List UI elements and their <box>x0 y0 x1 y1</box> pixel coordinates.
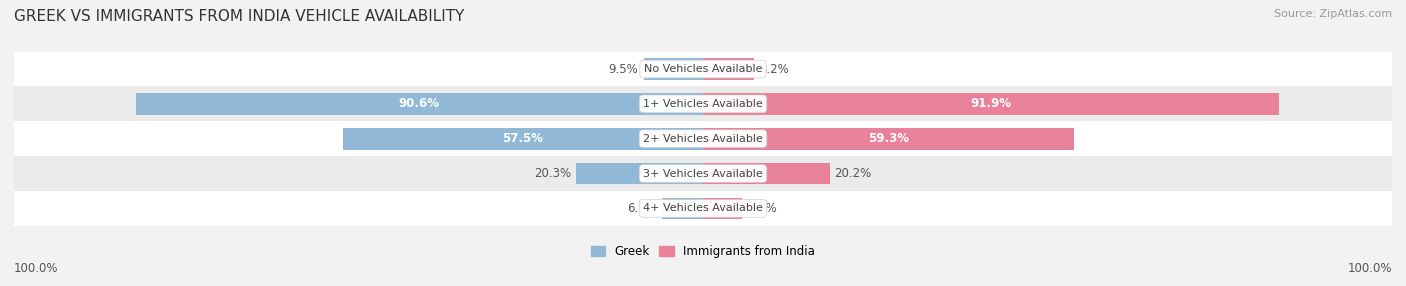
Legend: Greek, Immigrants from India: Greek, Immigrants from India <box>586 241 820 263</box>
Text: 100.0%: 100.0% <box>14 262 59 275</box>
Bar <box>135 93 703 115</box>
Text: Source: ZipAtlas.com: Source: ZipAtlas.com <box>1274 9 1392 19</box>
Text: 1+ Vehicles Available: 1+ Vehicles Available <box>643 99 763 109</box>
Bar <box>14 121 1392 156</box>
Bar <box>703 198 742 219</box>
Text: 59.3%: 59.3% <box>868 132 910 145</box>
Text: 9.5%: 9.5% <box>609 63 638 76</box>
Text: 2+ Vehicles Available: 2+ Vehicles Available <box>643 134 763 144</box>
Bar <box>703 93 1278 115</box>
Bar <box>644 58 703 80</box>
Bar <box>703 58 755 80</box>
Text: 20.2%: 20.2% <box>835 167 872 180</box>
Bar <box>343 128 703 150</box>
Text: GREEK VS IMMIGRANTS FROM INDIA VEHICLE AVAILABILITY: GREEK VS IMMIGRANTS FROM INDIA VEHICLE A… <box>14 9 464 23</box>
Text: 57.5%: 57.5% <box>502 132 544 145</box>
Text: 4+ Vehicles Available: 4+ Vehicles Available <box>643 203 763 213</box>
Text: 100.0%: 100.0% <box>1347 262 1392 275</box>
Bar <box>662 198 703 219</box>
Text: 6.3%: 6.3% <box>748 202 778 215</box>
Text: 90.6%: 90.6% <box>399 97 440 110</box>
Text: No Vehicles Available: No Vehicles Available <box>644 64 762 74</box>
Bar <box>14 51 1392 86</box>
Text: 3+ Vehicles Available: 3+ Vehicles Available <box>643 168 763 178</box>
Text: 91.9%: 91.9% <box>970 97 1011 110</box>
Text: 6.5%: 6.5% <box>627 202 657 215</box>
Bar <box>703 163 830 184</box>
Bar <box>703 128 1074 150</box>
Bar <box>576 163 703 184</box>
Text: 8.2%: 8.2% <box>759 63 789 76</box>
Text: 20.3%: 20.3% <box>534 167 571 180</box>
Bar <box>14 191 1392 226</box>
Bar <box>14 156 1392 191</box>
Bar <box>14 86 1392 121</box>
